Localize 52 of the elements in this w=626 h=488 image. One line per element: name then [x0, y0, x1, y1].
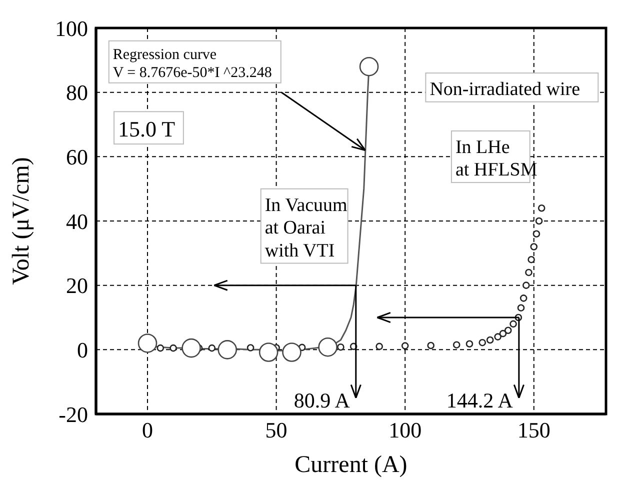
x-tick-label: 50	[265, 418, 288, 443]
annotation: In Vacuum at Oarai with VTI	[264, 194, 348, 262]
y-tick-label: 60	[66, 144, 88, 170]
x-tick-label: 150	[517, 418, 550, 443]
annotation: 15.0 T	[118, 116, 176, 142]
x-tick-label: 0	[142, 418, 154, 443]
point	[525, 268, 532, 276]
y-tick-label: 80	[66, 80, 88, 106]
point	[427, 342, 434, 350]
point	[318, 337, 338, 357]
point	[376, 342, 383, 350]
point	[138, 334, 158, 353]
point	[538, 204, 546, 212]
point	[337, 343, 344, 351]
annotation: 80.9 A	[294, 388, 351, 413]
point	[504, 326, 512, 334]
point	[494, 333, 502, 340]
point	[156, 344, 164, 352]
point	[452, 341, 460, 348]
y-tick-label: 40	[66, 208, 88, 234]
point	[218, 340, 238, 360]
annotation: In LHe at HFLSM	[455, 136, 538, 181]
point	[499, 330, 507, 338]
point	[258, 342, 278, 362]
point	[478, 338, 486, 346]
point	[520, 294, 528, 302]
y-tick-label: 0	[77, 337, 88, 362]
annotation: Regression curve V = 8.7676e-50*I ^23.248	[112, 46, 272, 81]
y-tick-label: -20	[58, 402, 88, 427]
x-axis-title: Current (A)	[294, 452, 408, 478]
annotation: Non-irradiated wire	[430, 79, 580, 100]
point	[510, 320, 517, 328]
y-axis-title: Volt (μV/cm)	[8, 157, 35, 285]
point	[466, 340, 474, 348]
point	[522, 282, 530, 289]
annotation: 144.2 A	[446, 388, 514, 413]
point	[282, 342, 302, 362]
y-tick-label: 100	[55, 16, 88, 41]
point	[528, 256, 535, 264]
point	[517, 304, 525, 312]
y-tick-label: 20	[66, 273, 88, 298]
point	[401, 342, 409, 350]
point	[182, 338, 201, 358]
point	[530, 243, 538, 250]
point	[246, 344, 254, 352]
point	[532, 230, 540, 238]
point	[535, 217, 543, 225]
point	[486, 336, 494, 344]
x-tick-label: 100	[388, 418, 422, 443]
point	[359, 56, 379, 76]
point	[208, 344, 216, 352]
point	[170, 344, 177, 352]
